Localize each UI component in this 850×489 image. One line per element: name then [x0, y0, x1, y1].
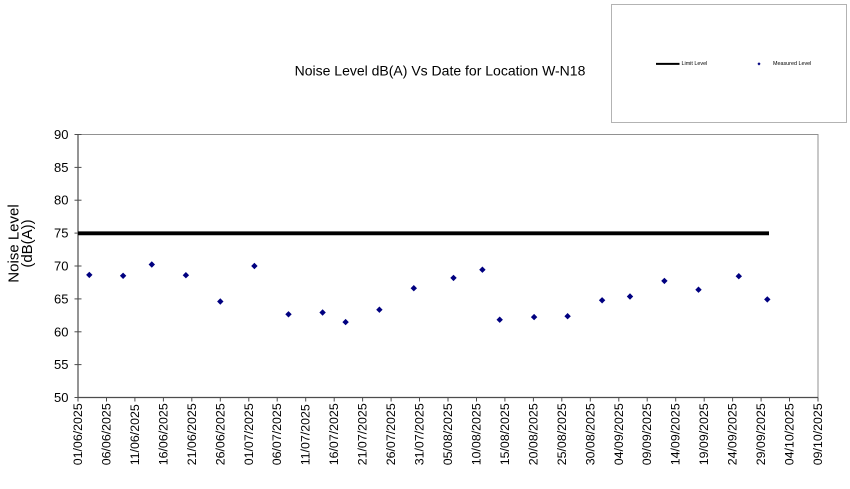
- svg-text:01/07/2025: 01/07/2025: [242, 403, 256, 465]
- svg-text:75: 75: [54, 226, 68, 241]
- svg-text:01/06/2025: 01/06/2025: [71, 403, 85, 465]
- svg-text:11/07/2025: 11/07/2025: [299, 404, 313, 465]
- svg-text:65: 65: [54, 291, 68, 306]
- svg-text:25/08/2025: 25/08/2025: [555, 403, 569, 465]
- svg-text:85: 85: [54, 160, 68, 175]
- svg-text:09/10/2025: 09/10/2025: [811, 403, 825, 465]
- svg-text:30/08/2025: 30/08/2025: [583, 403, 597, 465]
- svg-text:21/07/2025: 21/07/2025: [356, 403, 370, 465]
- svg-text:11/06/2025: 11/06/2025: [128, 404, 142, 465]
- svg-text:Noise Level dB(A) Vs Date for: Noise Level dB(A) Vs Date for Location W…: [295, 63, 586, 79]
- svg-text:31/07/2025: 31/07/2025: [413, 403, 427, 465]
- svg-text:06/06/2025: 06/06/2025: [100, 403, 114, 465]
- svg-text:06/07/2025: 06/07/2025: [270, 403, 284, 465]
- svg-text:20/08/2025: 20/08/2025: [526, 403, 540, 465]
- svg-text:04/10/2025: 04/10/2025: [783, 403, 797, 465]
- svg-text:15/08/2025: 15/08/2025: [498, 403, 512, 465]
- svg-text:Noise Level: Noise Level: [6, 204, 23, 282]
- svg-text:90: 90: [54, 127, 68, 142]
- svg-text:Limit Level: Limit Level: [682, 61, 708, 67]
- svg-text:09/09/2025: 09/09/2025: [640, 403, 654, 465]
- svg-text:19/09/2025: 19/09/2025: [697, 403, 711, 465]
- svg-text:29/09/2025: 29/09/2025: [754, 403, 768, 465]
- svg-text:60: 60: [54, 324, 68, 339]
- svg-text:16/07/2025: 16/07/2025: [327, 403, 341, 465]
- svg-text:50: 50: [54, 390, 68, 405]
- svg-text:55: 55: [54, 357, 68, 372]
- svg-text:(dB(A)): (dB(A)): [19, 219, 36, 267]
- svg-text:16/06/2025: 16/06/2025: [156, 403, 170, 465]
- svg-text:Measured Level: Measured Level: [773, 61, 811, 67]
- svg-text:24/09/2025: 24/09/2025: [726, 403, 740, 465]
- svg-text:05/08/2025: 05/08/2025: [441, 403, 455, 465]
- svg-text:26/07/2025: 26/07/2025: [384, 403, 398, 465]
- svg-text:26/06/2025: 26/06/2025: [213, 403, 227, 465]
- svg-text:10/08/2025: 10/08/2025: [470, 403, 484, 465]
- svg-text:21/06/2025: 21/06/2025: [185, 403, 199, 465]
- svg-text:80: 80: [54, 193, 68, 208]
- svg-text:14/09/2025: 14/09/2025: [669, 403, 683, 465]
- svg-text:04/09/2025: 04/09/2025: [612, 403, 626, 465]
- svg-text:70: 70: [54, 259, 68, 274]
